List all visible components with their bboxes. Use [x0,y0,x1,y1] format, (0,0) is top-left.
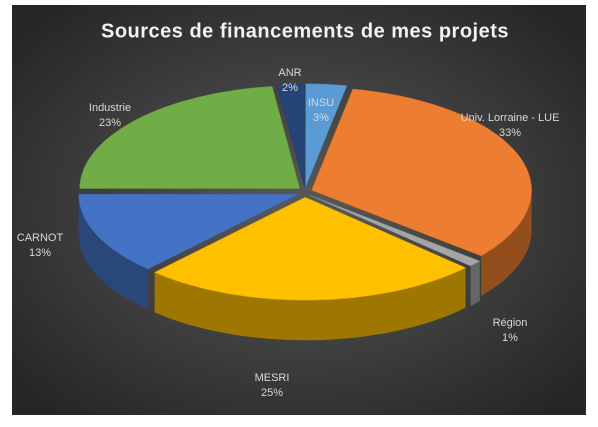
slice-value-label: 1% [502,332,518,344]
pie-slice [276,83,305,187]
slice-label: MESRI [255,372,290,384]
pie-slice [79,86,301,189]
pie-sides [78,190,532,341]
slice-value-label: 23% [99,117,121,129]
slice-label: Univ. Lorraine - LUE [461,112,560,124]
slice-label: INSU [308,97,334,109]
labels: INSU 3% Univ. Lorraine - LUE 33% Région 1% MES… [17,67,560,399]
pie-slice [311,88,532,257]
pie-side [470,261,480,306]
slice-value-label: 3% [313,112,329,124]
slice-label: CARNOT [17,232,64,244]
pie-slice [154,196,467,301]
chart-title: Sources de financements de mes projets [101,20,509,42]
pie-side [78,194,148,310]
slice-value-label: 25% [261,387,283,399]
slice-label: ANR [278,67,301,79]
pie-slice [305,83,348,187]
slice-value-label: 33% [499,127,521,139]
pie-tops [78,83,532,301]
pie-slice [310,195,481,267]
slice-value-label: 13% [29,247,51,259]
slice-label: Région [493,317,528,329]
pie-side [154,267,466,341]
pie-side [481,190,532,296]
slice-label: Industrie [89,102,131,114]
pie-slice [78,193,299,270]
slice-value-label: 2% [282,82,298,94]
